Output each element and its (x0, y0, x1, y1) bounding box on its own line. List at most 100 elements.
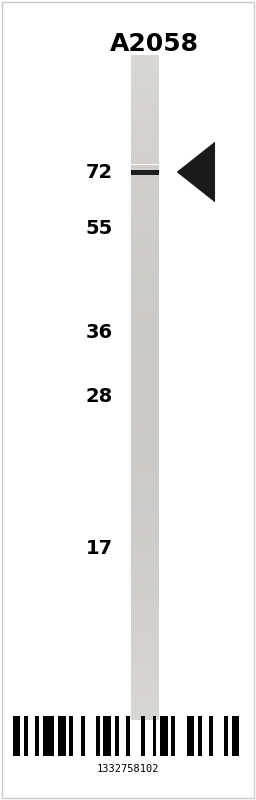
Bar (131, 654, 159, 662)
Bar (131, 429, 159, 438)
Bar (160, 716, 168, 756)
Bar (131, 346, 159, 354)
Text: 17: 17 (86, 538, 113, 558)
Bar (131, 712, 159, 720)
Bar (131, 521, 159, 529)
Bar (131, 163, 159, 171)
Text: 55: 55 (86, 218, 113, 238)
Bar (131, 413, 159, 421)
Bar (131, 288, 159, 296)
Bar (131, 63, 159, 72)
Bar (131, 570, 159, 578)
Bar (131, 254, 159, 263)
Bar (131, 587, 159, 595)
Bar (131, 371, 159, 379)
Text: A2058: A2058 (110, 32, 199, 56)
Bar (131, 470, 159, 479)
Bar (131, 604, 159, 612)
Bar (131, 703, 159, 712)
Bar (96, 716, 100, 756)
Bar (131, 387, 159, 396)
Bar (131, 113, 159, 122)
Bar (131, 379, 159, 387)
Bar (131, 504, 159, 512)
Bar (131, 578, 159, 587)
Bar (131, 72, 159, 80)
Bar (131, 338, 159, 346)
Bar (131, 263, 159, 271)
Bar (224, 716, 228, 756)
Bar (131, 196, 159, 205)
Bar (131, 146, 159, 154)
Bar (131, 554, 159, 562)
Polygon shape (177, 142, 215, 202)
Bar (131, 645, 159, 654)
Bar (187, 716, 194, 756)
Bar (209, 716, 213, 756)
Bar (131, 213, 159, 222)
Bar (131, 296, 159, 304)
Bar (131, 130, 159, 138)
Bar (131, 271, 159, 279)
Bar (131, 421, 159, 429)
Bar (131, 188, 159, 196)
Bar (69, 716, 73, 756)
Bar (131, 230, 159, 238)
Bar (153, 716, 156, 756)
Bar (232, 716, 239, 756)
Bar (131, 662, 159, 670)
Text: 72: 72 (86, 162, 113, 182)
Bar (198, 716, 202, 756)
Bar (131, 170, 159, 174)
Bar (24, 716, 28, 756)
Bar (131, 562, 159, 570)
Bar (131, 595, 159, 604)
Bar (131, 138, 159, 146)
Bar (131, 122, 159, 130)
Bar (131, 396, 159, 404)
Bar (131, 180, 159, 188)
Bar (131, 462, 159, 470)
Text: 36: 36 (86, 322, 113, 342)
Bar (131, 205, 159, 213)
Bar (131, 537, 159, 546)
Bar (131, 304, 159, 313)
Bar (58, 716, 66, 756)
Text: 28: 28 (86, 386, 113, 406)
Text: 1332758102: 1332758102 (97, 764, 159, 774)
Bar (131, 438, 159, 446)
Bar (131, 678, 159, 686)
Bar (172, 716, 175, 756)
Bar (103, 716, 111, 756)
Bar (131, 354, 159, 362)
Bar (131, 479, 159, 487)
Bar (115, 716, 119, 756)
Bar (131, 246, 159, 254)
Bar (131, 154, 159, 163)
Bar (13, 716, 20, 756)
Bar (131, 629, 159, 637)
Bar (43, 716, 54, 756)
Bar (131, 105, 159, 113)
Bar (131, 313, 159, 321)
Bar (131, 88, 159, 97)
Bar (36, 716, 39, 756)
Bar (131, 487, 159, 495)
Bar (131, 171, 159, 180)
Bar (81, 716, 84, 756)
Bar (131, 279, 159, 288)
Bar (131, 695, 159, 703)
Bar (131, 238, 159, 246)
Bar (131, 97, 159, 105)
Bar (141, 716, 145, 756)
Bar (131, 55, 159, 63)
Bar (131, 362, 159, 371)
Bar (131, 686, 159, 695)
Bar (131, 321, 159, 330)
Bar (131, 222, 159, 230)
Bar (131, 404, 159, 413)
Bar (131, 495, 159, 504)
Bar (126, 716, 130, 756)
Bar (131, 546, 159, 554)
Bar (131, 670, 159, 678)
